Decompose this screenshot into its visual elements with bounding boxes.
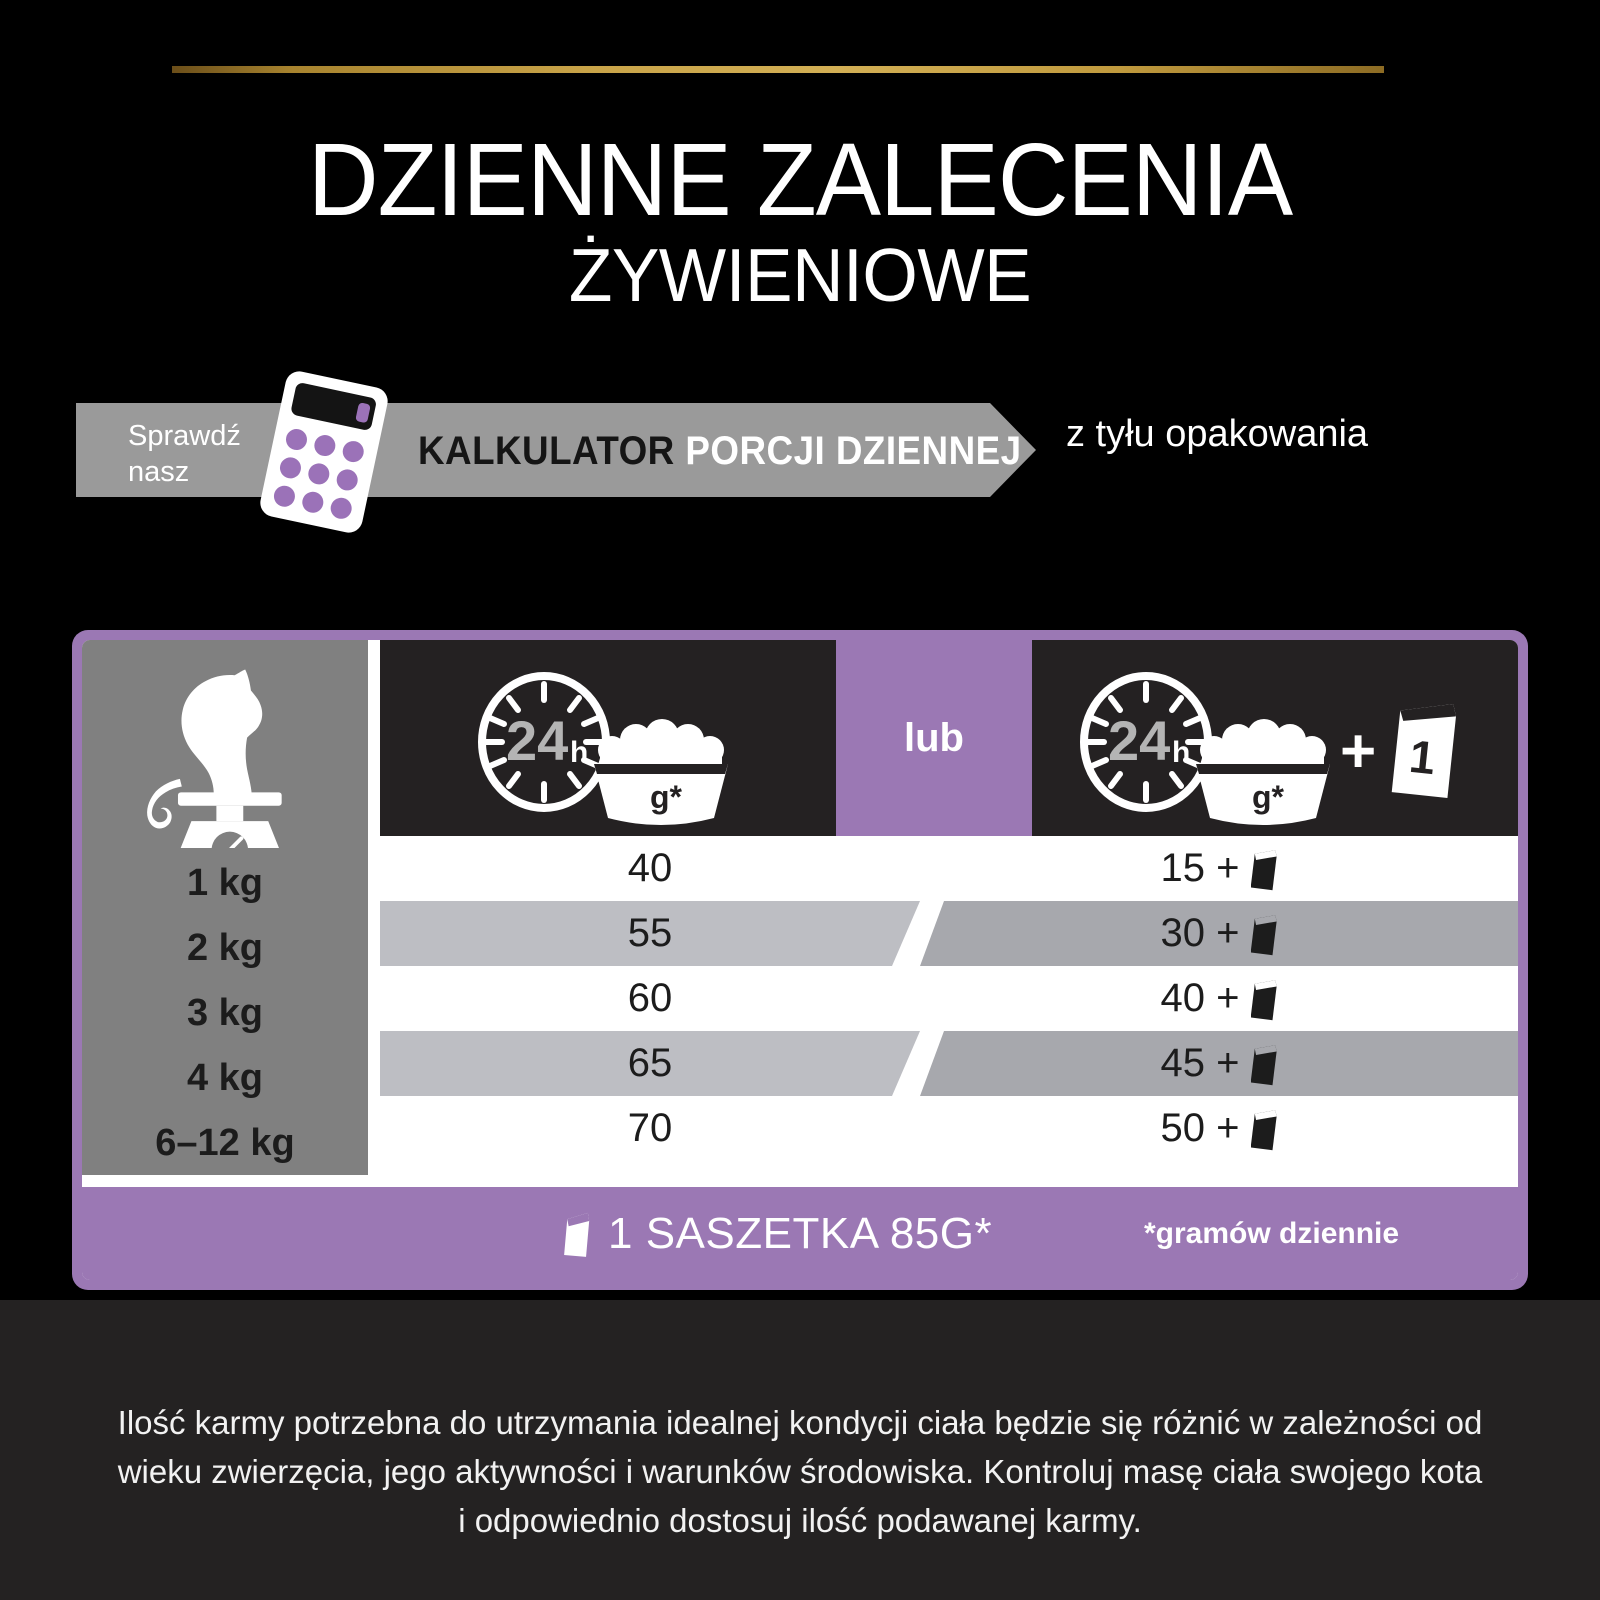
mixed-amount: 40 + <box>920 966 1518 1031</box>
pouch-icon <box>1251 1109 1278 1150</box>
weight-cell: 3 kg <box>186 992 264 1034</box>
dry-amount: 65 <box>627 1041 673 1085</box>
table-row: 60 40 + <box>380 966 1518 1031</box>
calculator-wordmark: KALKULATOR PORCJI DZIENNEJ <box>418 428 1022 474</box>
pouch-icon <box>1251 914 1278 955</box>
dry-amount: 60 <box>627 976 673 1020</box>
weight-cell: 4 kg <box>186 1057 264 1099</box>
svg-text:h: h <box>1172 736 1190 769</box>
mixed-amount: 15 + <box>920 836 1518 901</box>
table-row: 40 15 + <box>380 836 1518 901</box>
dry-amount: 70 <box>627 1106 673 1150</box>
svg-text:h: h <box>570 736 588 769</box>
pouch-icon <box>1251 849 1278 890</box>
pouch-icon <box>1251 1044 1278 1085</box>
mixed-amount: 45 + <box>920 1031 1518 1096</box>
table-row: 70 50 + <box>380 1096 1518 1161</box>
clock-bowl-icon: 24 h g* <box>478 672 728 825</box>
weight-cell: 6–12 kg <box>155 1122 295 1164</box>
gold-divider-rule <box>172 66 1384 73</box>
weight-cell: 2 kg <box>186 927 264 969</box>
disclaimer-text: Ilość karmy potrzebna do utrzymania idea… <box>117 1404 1483 1539</box>
or-divider-cell: lub <box>836 640 1032 836</box>
svg-text:1: 1 <box>1407 730 1438 784</box>
mixed-amount: 30 + <box>920 901 1518 966</box>
calculator-icon <box>257 368 391 536</box>
svg-text:g*: g* <box>650 779 683 815</box>
grams-per-day-note: *gramów dziennie <box>1144 1216 1400 1250</box>
dry-amount: 40 <box>627 846 673 890</box>
page-title-line1: DZIENNE ZALECENIA <box>307 122 1293 237</box>
table-footer: 1 SASZETKA 85G* *gramów dziennie <box>82 1187 1518 1280</box>
clock-bowl-pouch-icon: 24 h g* + <box>1080 672 1456 825</box>
calculator-check-label: Sprawdź nasz <box>128 420 241 488</box>
pouch-icon <box>564 1212 590 1257</box>
weight-column: 1 kg 2 kg 3 kg 4 kg 6–12 kg <box>82 640 368 1175</box>
mixed-feeding-header: 24 h g* + <box>1032 640 1518 836</box>
pouch-icon <box>1251 979 1278 1020</box>
sachet-legend: 1 SASZETKA 85G* <box>562 1208 992 1260</box>
weight-cell: 1 kg <box>186 862 264 904</box>
cat-on-scale-icon <box>147 669 282 848</box>
sachet-label: 1 SASZETKA 85G* <box>608 1208 993 1258</box>
svg-text:24: 24 <box>1108 709 1170 772</box>
page-title-line2: ŻYWIENIOWE <box>568 233 1032 317</box>
disclaimer-background <box>0 1300 1600 1600</box>
svg-text:g*: g* <box>1252 779 1285 815</box>
table-row: 55 30 + <box>380 901 1518 966</box>
page-title: DZIENNE ZALECENIA ŻYWIENIOWE <box>0 128 1600 318</box>
dry-amount: 55 <box>627 911 673 955</box>
or-label: lub <box>904 715 964 760</box>
calculator-wordmark-bold: KALKULATOR <box>418 429 675 473</box>
calculator-banner[interactable] <box>76 403 1036 497</box>
svg-text:+: + <box>1340 717 1376 786</box>
calculator-wordmark-light: PORCJI DZIENNEJ <box>685 429 1022 473</box>
dry-food-header: 24 h g* <box>380 640 836 836</box>
calculator-back-of-pack-label: z tyłu opakowania <box>1066 413 1369 455</box>
feeding-table: 1 kg 2 kg 3 kg 4 kg 6–12 kg <box>72 630 1528 1290</box>
mixed-amount: 50 + <box>920 1096 1518 1161</box>
svg-text:24: 24 <box>506 709 568 772</box>
table-row: 65 45 + <box>380 1031 1518 1096</box>
